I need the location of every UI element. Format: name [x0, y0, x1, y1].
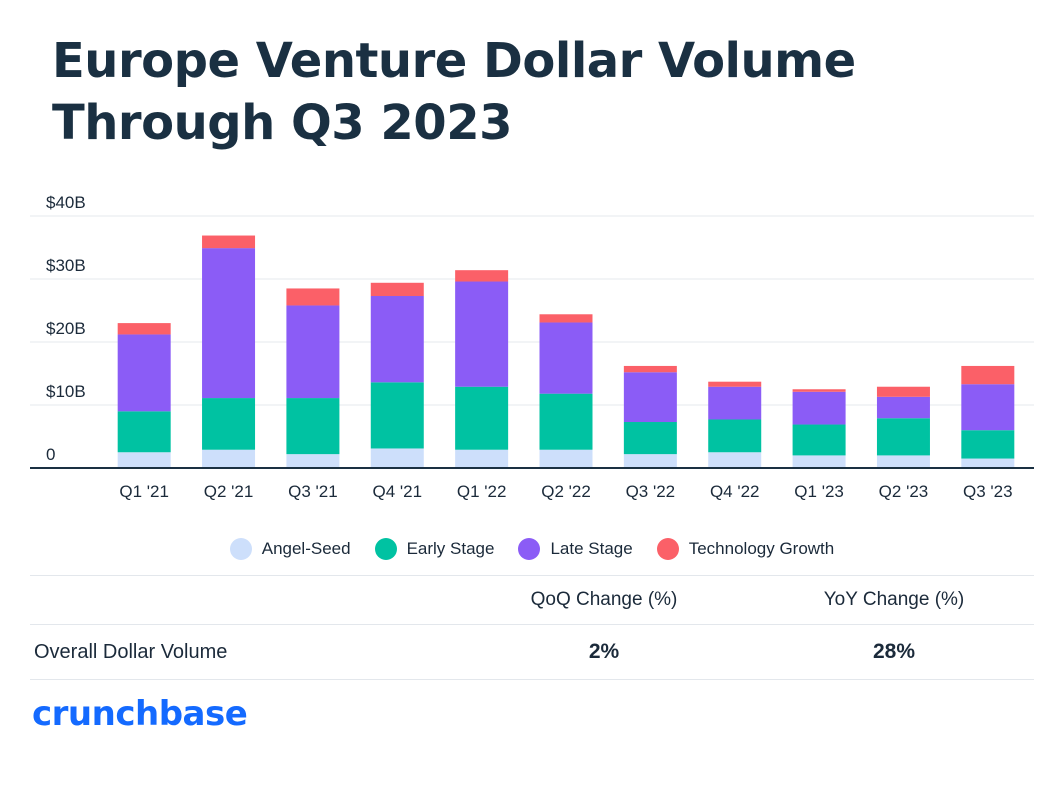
bar-technology-growth	[455, 270, 509, 282]
y-tick-label: $10B	[46, 382, 86, 401]
bar-late-stage	[202, 248, 256, 399]
x-tick-label: Q3 '21	[288, 482, 338, 501]
bar-early-stage	[286, 398, 340, 455]
bar-angel-seed	[370, 448, 424, 468]
table-row: Overall Dollar Volume 2% 28%	[30, 624, 1034, 680]
bar-technology-growth	[961, 365, 1015, 385]
bar-technology-growth	[539, 314, 593, 323]
x-tick-label: Q1 '23	[794, 482, 844, 501]
legend-label: Technology Growth	[688, 539, 835, 558]
bar-early-stage	[623, 422, 677, 455]
change-table: QoQ Change (%) YoY Change (%) Overall Do…	[30, 575, 1034, 680]
bar-early-stage	[961, 430, 1015, 459]
legend-dot-early-stage	[374, 538, 397, 560]
row-label-overall-dollar-volume: Overall Dollar Volume	[34, 640, 228, 663]
bar-late-stage	[455, 281, 509, 387]
bar-late-stage	[117, 334, 171, 412]
bar-early-stage	[117, 411, 171, 453]
chart-title: Europe Venture Dollar Volume Through Q3 …	[52, 33, 856, 151]
bar-technology-growth	[286, 288, 340, 306]
legend-item-early-stage: Early Stage	[374, 538, 495, 560]
x-tick-label: Q3 '23	[963, 482, 1013, 501]
x-tick-label: Q2 '21	[204, 482, 254, 501]
bar-late-stage	[876, 396, 930, 419]
bar-angel-seed	[792, 455, 846, 468]
stacked-bar-chart: 0 $10B $20B $30B $40B Q1 '21 Q2 '21 Q3 '21 Q4 '2…	[30, 193, 1034, 501]
bar-late-stage	[792, 391, 846, 425]
legend-label: Late Stage	[550, 539, 633, 558]
bar-angel-seed	[961, 458, 1015, 468]
bar-early-stage	[539, 393, 593, 450]
legend-label: Early Stage	[406, 539, 495, 558]
chart-legend: Angel-Seed Early Stage Late Stage Techno…	[0, 538, 1064, 560]
bar-angel-seed	[202, 449, 256, 468]
x-tick-label: Q1 '22	[457, 482, 507, 501]
bar-angel-seed	[286, 454, 340, 468]
bar-technology-growth	[876, 386, 930, 397]
y-tick-label: $40B	[46, 193, 86, 212]
table-header-row: QoQ Change (%) YoY Change (%)	[30, 575, 1034, 624]
bar-angel-seed	[623, 454, 677, 468]
qoq-value: 2%	[588, 640, 620, 663]
bar-angel-seed	[876, 455, 930, 468]
legend-dot-angel-seed	[229, 538, 252, 560]
bar-late-stage	[286, 305, 340, 399]
yoy-value: 28%	[872, 640, 916, 663]
bar-early-stage	[708, 419, 762, 453]
bar-technology-growth	[623, 365, 677, 373]
legend-item-late-stage: Late Stage	[518, 538, 633, 560]
legend-item-technology-growth: Technology Growth	[656, 538, 835, 560]
legend-dot-late-stage	[518, 538, 541, 560]
x-tick-label: Q1 '21	[119, 482, 169, 501]
bar-technology-growth	[708, 381, 762, 387]
legend-dot-technology-growth	[656, 538, 679, 560]
bar-late-stage	[623, 372, 677, 423]
bar-late-stage	[539, 322, 593, 394]
legend-label: Angel-Seed	[261, 539, 351, 558]
table-header-yoy: YoY Change (%)	[823, 589, 965, 610]
bar-angel-seed	[455, 449, 509, 468]
y-tick-label: $30B	[46, 256, 86, 275]
bar-angel-seed	[117, 452, 171, 468]
bar-early-stage	[876, 418, 930, 456]
table-header-qoq: QoQ Change (%)	[530, 589, 678, 610]
crunchbase-logo: crunchbase	[32, 694, 248, 734]
legend-item-angel-seed: Angel-Seed	[229, 538, 351, 560]
bar-early-stage	[792, 424, 846, 456]
bar-angel-seed	[539, 449, 593, 468]
bar-early-stage	[202, 398, 256, 450]
bar-early-stage	[370, 382, 424, 449]
bar-early-stage	[455, 386, 509, 450]
bar-technology-growth	[117, 323, 171, 335]
x-tick-label: Q3 '22	[626, 482, 676, 501]
bar-technology-growth	[792, 389, 846, 392]
x-tick-label: Q4 '21	[372, 482, 422, 501]
x-tick-label: Q2 '23	[879, 482, 929, 501]
bar-technology-growth	[202, 235, 256, 249]
bar-late-stage	[370, 296, 424, 383]
y-tick-label: $20B	[46, 319, 86, 338]
bar-angel-seed	[708, 452, 762, 468]
x-tick-label: Q4 '22	[710, 482, 760, 501]
bar-late-stage	[708, 386, 762, 420]
y-tick-label: 0	[46, 445, 55, 464]
bar-technology-growth	[370, 282, 424, 297]
bar-late-stage	[961, 384, 1015, 431]
x-tick-label: Q2 '22	[541, 482, 591, 501]
